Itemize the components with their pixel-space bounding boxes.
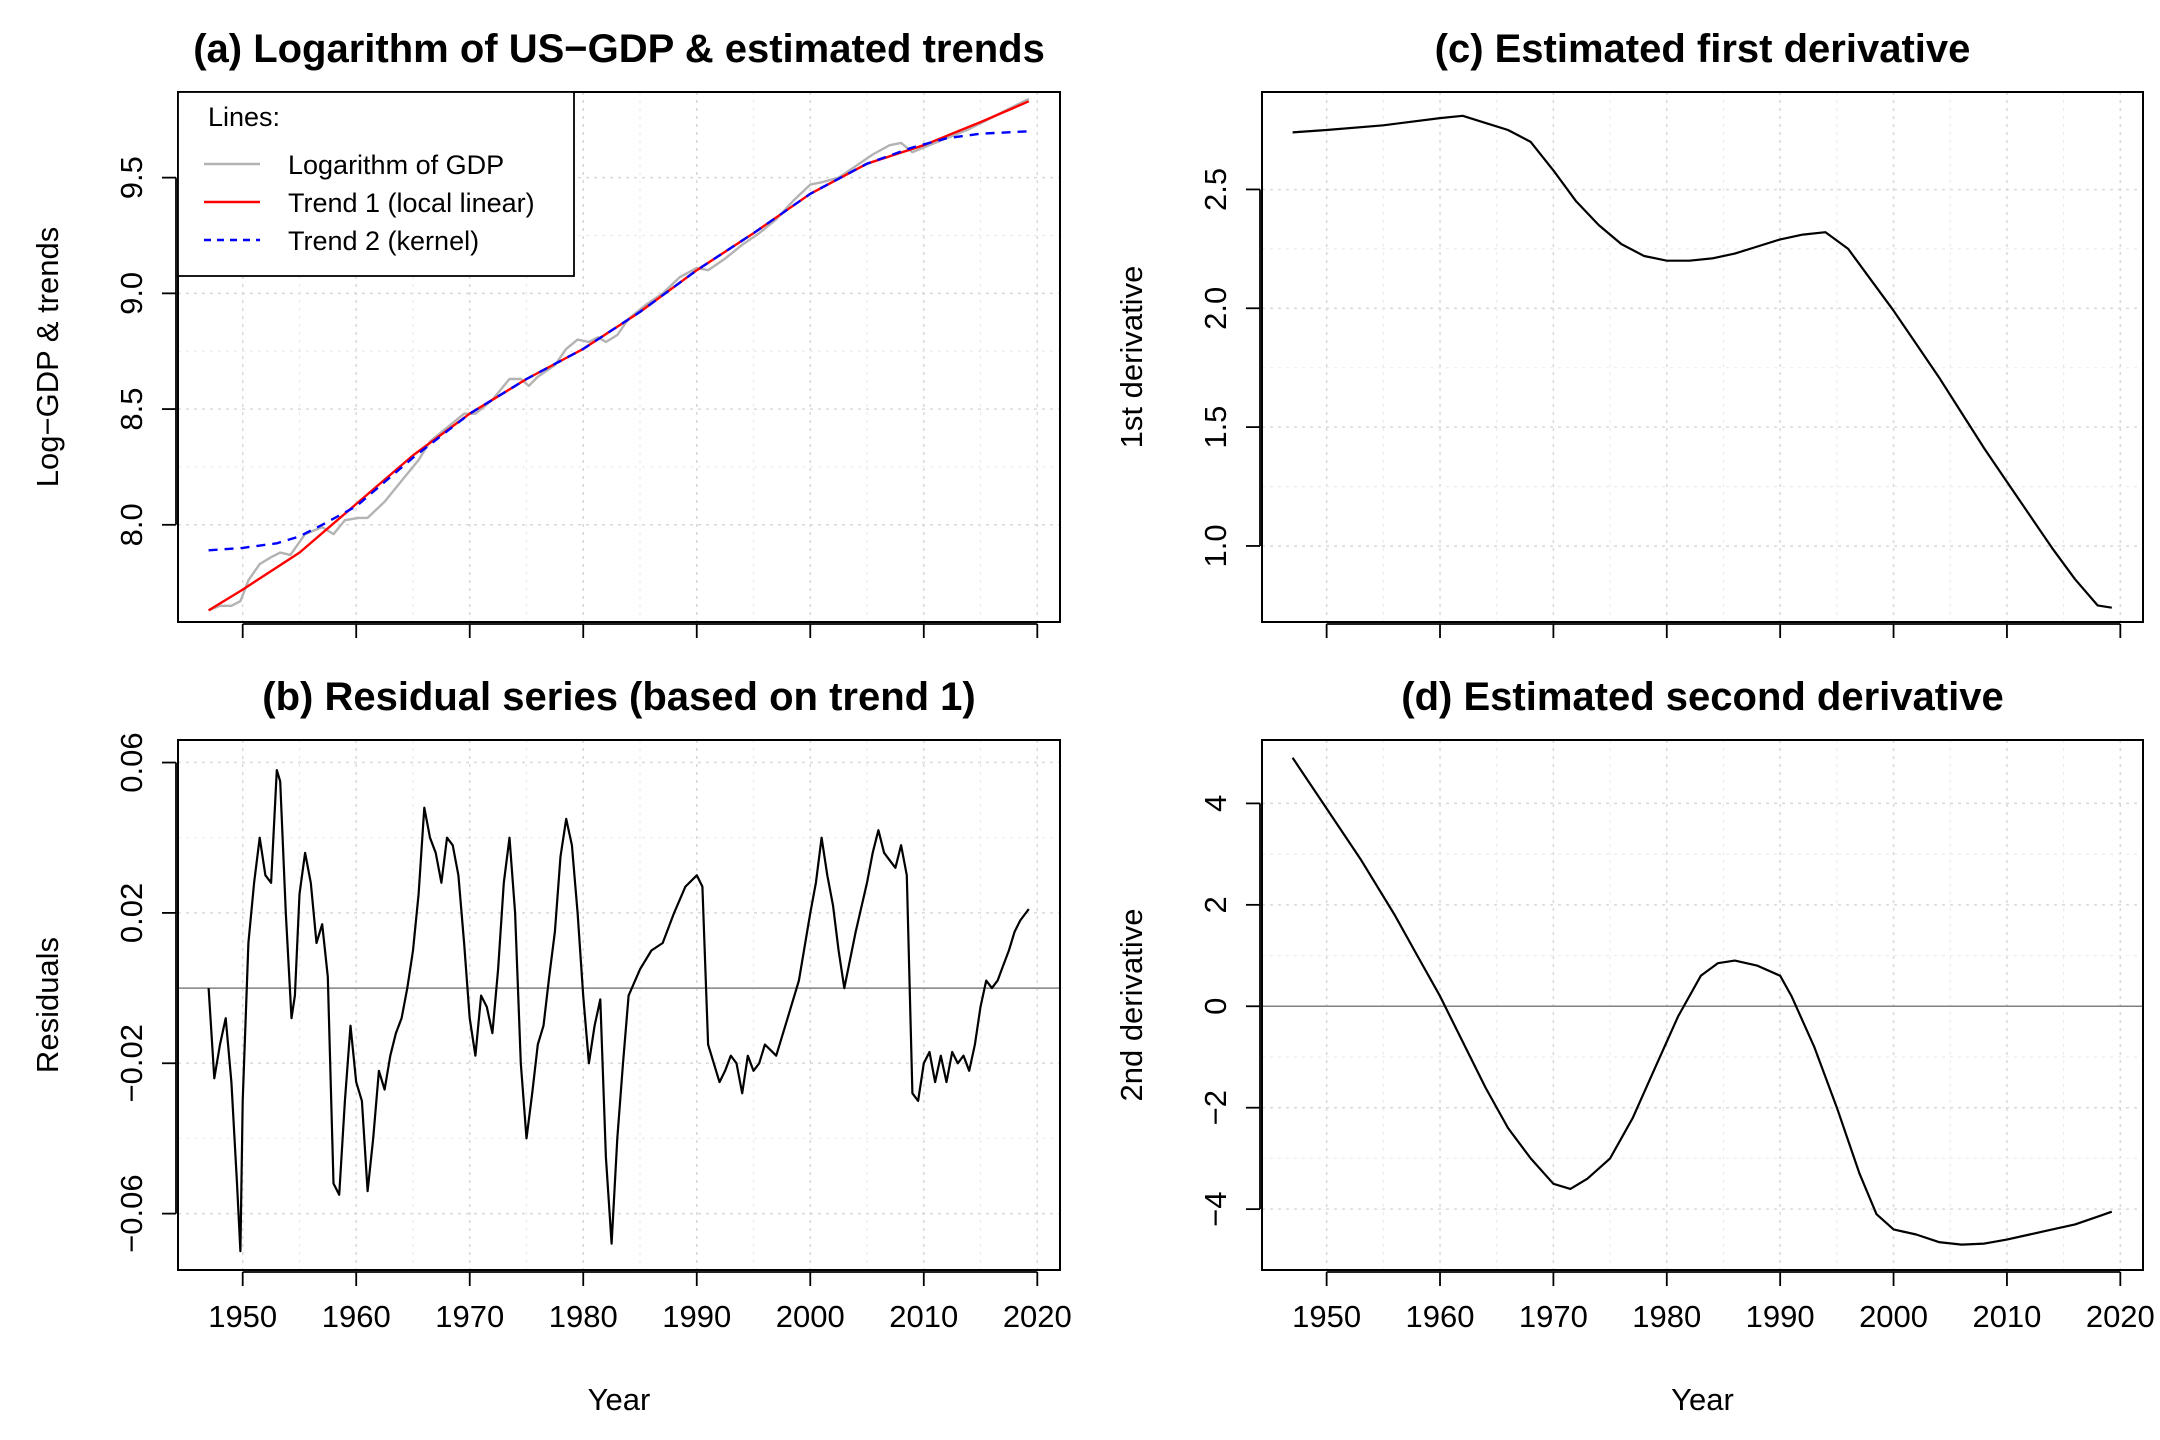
y-tick-label: 2	[1198, 896, 1233, 913]
y-tick-label: 9.5	[114, 156, 149, 199]
plot-frame	[177, 91, 1061, 623]
y-tick-label: 8.0	[114, 503, 149, 546]
panel-title: (a) Logarithm of US−GDP & estimated tren…	[193, 27, 1045, 71]
x-tick-label: 2020	[2086, 1299, 2155, 1334]
y-axis-label: 2nd derivative	[1114, 908, 1149, 1101]
x-tick-label: 1960	[322, 1299, 391, 1334]
x-axis-label: Year	[588, 1382, 651, 1417]
y-tick-label: 4	[1198, 795, 1233, 812]
y-tick-label: −0.06	[114, 1174, 149, 1252]
x-tick-label: 2000	[776, 1299, 845, 1334]
x-tick-label: 1980	[1632, 1299, 1701, 1334]
y-tick-label: 0.02	[114, 883, 149, 943]
x-tick-label: 1960	[1406, 1299, 1475, 1334]
y-tick-label: −2	[1198, 1090, 1233, 1125]
x-tick-label: 1990	[662, 1299, 731, 1334]
plot-frame	[177, 739, 1061, 1271]
y-tick-label: 2.5	[1198, 168, 1233, 211]
y-tick-label: 2.0	[1198, 287, 1233, 330]
legend-title: Lines:	[208, 102, 280, 132]
x-axis-label: Year	[1671, 1382, 1734, 1417]
legend-box	[177, 91, 575, 277]
panel-d: (d) Estimated second derivative 1950 1960 1…	[1114, 675, 2155, 1417]
y-tick-label: 0	[1198, 998, 1233, 1015]
x-tick-label: 2000	[1859, 1299, 1928, 1334]
series-line	[1291, 757, 2113, 1246]
series-line	[1292, 114, 2112, 609]
legend: Lines: Logarithm of GDP Trend 1 (local lin…	[177, 91, 575, 277]
y-axis-label: Log−GDP & trends	[30, 227, 65, 488]
x-tick-label: 1970	[1519, 1299, 1588, 1334]
panel-title: (b) Residual series (based on trend 1)	[262, 675, 976, 719]
x-tick-label: 1950	[208, 1299, 277, 1334]
series-line	[207, 768, 1030, 1253]
panel-c: (c) Estimated first derivative 1.0 1.5 2.0 2…	[1114, 27, 2144, 638]
x-tick-label: 2010	[889, 1299, 958, 1334]
y-axis-label: 1st derivative	[1114, 266, 1149, 449]
y-tick-label: −4	[1198, 1191, 1233, 1226]
plot-frame	[1261, 739, 2144, 1271]
x-tick-label: 1950	[1292, 1299, 1361, 1334]
y-tick-label: −0.02	[114, 1024, 149, 1102]
y-tick-label: 0.06	[114, 732, 149, 792]
y-tick-label: 8.5	[114, 388, 149, 431]
x-tick-label: 2020	[1003, 1299, 1072, 1334]
y-tick-label: 9.0	[114, 272, 149, 315]
x-tick-label: 1990	[1746, 1299, 1815, 1334]
series-line	[208, 130, 1029, 552]
x-tick-label: 1970	[435, 1299, 504, 1334]
legend-entry: Trend 1 (local linear)	[288, 188, 535, 218]
x-tick-label: 2010	[1972, 1299, 2041, 1334]
y-axis-label: Residuals	[30, 937, 65, 1073]
legend-entry: Logarithm of GDP	[288, 150, 504, 180]
y-tick-label: 1.5	[1198, 406, 1233, 449]
panel-title: (d) Estimated second derivative	[1401, 675, 2003, 719]
y-tick-label: 1.0	[1198, 524, 1233, 567]
panel-b: (b) Residual series (based on trend 1) 19…	[30, 675, 1072, 1417]
plot-frame	[1261, 91, 2144, 623]
legend-entry: Trend 2 (kernel)	[288, 226, 479, 256]
panel-title: (c) Estimated first derivative	[1435, 27, 1971, 71]
x-tick-label: 1980	[549, 1299, 618, 1334]
series-line	[208, 97, 1030, 612]
panel-a: (a) Logarithm of US−GDP & estimated tren…	[30, 27, 1061, 638]
